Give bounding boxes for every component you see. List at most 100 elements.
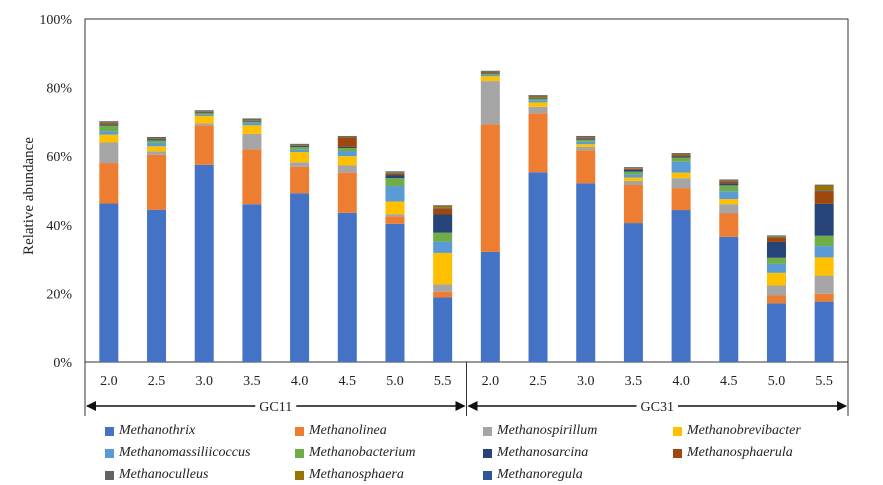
bar-segment-methanospirillum	[671, 178, 691, 189]
legend-swatch	[105, 448, 114, 458]
bar-segment-methanospirillum	[766, 285, 786, 296]
bar-segment-methanomassiliicoccus	[385, 186, 405, 202]
bar-segment-methanoculleus	[576, 136, 596, 138]
bar-segment-methanolinea	[528, 113, 548, 173]
bar-segment-methanolinea	[766, 295, 786, 304]
bar-segment-methanosphaera	[623, 167, 643, 169]
bar-segment-methanobacterium	[814, 235, 834, 247]
bar-segment-methanosphaera	[766, 235, 786, 237]
bar-segment-methanolinea	[99, 163, 119, 204]
bar-segment-methanospirillum	[528, 106, 548, 114]
legend-swatch	[483, 448, 492, 458]
legend-swatch	[105, 470, 114, 480]
x-tick-label: 2.5	[148, 374, 166, 389]
bar-segment-methanoculleus	[766, 236, 786, 238]
bar-segment-methanobacterium	[433, 232, 453, 242]
bar-segment-methanoregula	[385, 171, 405, 172]
bar-segment-methanoregula	[671, 153, 691, 154]
bars	[99, 70, 834, 362]
bar-segment-methanomassiliicoccus	[147, 142, 167, 147]
bar-segment-methanospirillum	[719, 204, 739, 214]
bar-segment-methanosphaerula	[719, 181, 739, 184]
bar-segment-methanospirillum	[290, 162, 310, 167]
bar-segment-methanosphaerula	[671, 155, 691, 157]
bar-segment-methanosphaerula	[480, 73, 500, 74]
bar-segment-methanolinea	[242, 149, 262, 205]
bar-segment-methanospirillum	[480, 81, 500, 125]
bar-segment-methanosphaera	[147, 137, 167, 139]
bar-segment-methanobrevibacter	[623, 177, 643, 181]
bar-segment-methanolinea	[194, 125, 214, 165]
legend-swatch	[483, 470, 492, 480]
bar-segment-methanosphaera	[576, 136, 596, 137]
bar-segment-methanoregula	[147, 136, 167, 138]
bar-segment-methanobrevibacter	[719, 199, 739, 205]
bar-segment-methanosphaera	[528, 95, 548, 97]
bar-segment-methanolinea	[147, 154, 167, 210]
bar-segment-methanoculleus	[99, 122, 119, 124]
bar-segment-methanomassiliicoccus	[576, 141, 596, 145]
bar-segment-methanospirillum	[623, 180, 643, 186]
bar-segment-methanomassiliicoccus	[766, 263, 786, 273]
group-label-background	[636, 400, 678, 415]
legend-label: Methanosphaera	[309, 467, 404, 482]
bar-segment-methanoregula	[814, 184, 834, 186]
bar-segment-methanoregula	[433, 205, 453, 206]
bar-segment-methanosphaerula	[242, 120, 262, 121]
bar-segment-methanoculleus	[719, 180, 739, 182]
bar-segment-methanosphaera	[194, 110, 214, 112]
bar-segment-methanoregula	[719, 179, 739, 181]
legend-swatch	[295, 426, 304, 436]
legend-label: Methanospirillum	[497, 423, 598, 438]
bar-segment-methanoculleus	[242, 119, 262, 121]
legend-label: Methanosphaerula	[687, 445, 793, 460]
bar-segment-methanothrix	[766, 303, 786, 362]
bar-segment-methanospirillum	[814, 275, 834, 294]
bar-segment-methanobrevibacter	[433, 252, 453, 285]
bar-segment-methanobrevibacter	[99, 134, 119, 143]
bar-segment-methanothrix	[337, 212, 357, 362]
group-label: GC11	[259, 400, 292, 415]
bar-segment-methanobacterium	[719, 185, 739, 192]
bar-segment-methanothrix	[433, 297, 453, 362]
bar-segment-methanospirillum	[337, 165, 357, 173]
bar-segment-methanosphaerula	[99, 123, 119, 125]
bar-segment-methanoculleus	[671, 154, 691, 156]
y-tick-label: 100%	[39, 13, 72, 28]
bar-segment-methanosarcina	[194, 112, 214, 114]
bar-segment-methanobacterium	[576, 139, 596, 142]
y-tick-label: 0%	[53, 356, 72, 371]
bar-segment-methanoregula	[99, 121, 119, 122]
bar-segment-methanoculleus	[385, 172, 405, 174]
legend-swatch	[673, 426, 682, 436]
y-axis-title: Relative abundance	[21, 137, 37, 255]
bar-segment-methanolinea	[433, 291, 453, 298]
bar-segment-methanobacterium	[671, 157, 691, 162]
bar-segment-methanothrix	[290, 193, 310, 362]
bar-segment-methanosarcina	[576, 138, 596, 140]
bar-segment-methanospirillum	[576, 146, 596, 151]
bar-segment-methanomassiliicoccus	[290, 149, 310, 153]
bar-segment-methanolinea	[671, 188, 691, 211]
bar-segment-methanosarcina	[671, 156, 691, 158]
bar-segment-methanosphaerula	[814, 191, 834, 204]
x-tick-label: 5.0	[768, 374, 786, 389]
legend-item: Methanoregula	[483, 465, 673, 485]
bar-segment-methanomassiliicoccus	[337, 151, 357, 157]
bar-segment-methanosarcina	[337, 146, 357, 148]
bar-segment-methanobrevibacter	[480, 76, 500, 82]
bar-segment-methanosarcina	[147, 139, 167, 141]
x-tick-label: 2.0	[482, 374, 500, 389]
bar-segment-methanothrix	[194, 164, 214, 362]
bar-segment-methanothrix	[385, 223, 405, 362]
bar-segment-methanolinea	[814, 293, 834, 302]
bar-segment-methanothrix	[242, 204, 262, 362]
bar-segment-methanosphaera	[290, 144, 310, 145]
bar-segment-methanothrix	[528, 172, 548, 362]
bar-segment-methanobrevibacter	[814, 257, 834, 276]
bar-segment-methanoculleus	[337, 136, 357, 138]
bar-segment-methanosphaera	[433, 205, 453, 208]
bar-segment-methanosarcina	[433, 214, 453, 233]
bar-segment-methanosarcina	[99, 124, 119, 126]
